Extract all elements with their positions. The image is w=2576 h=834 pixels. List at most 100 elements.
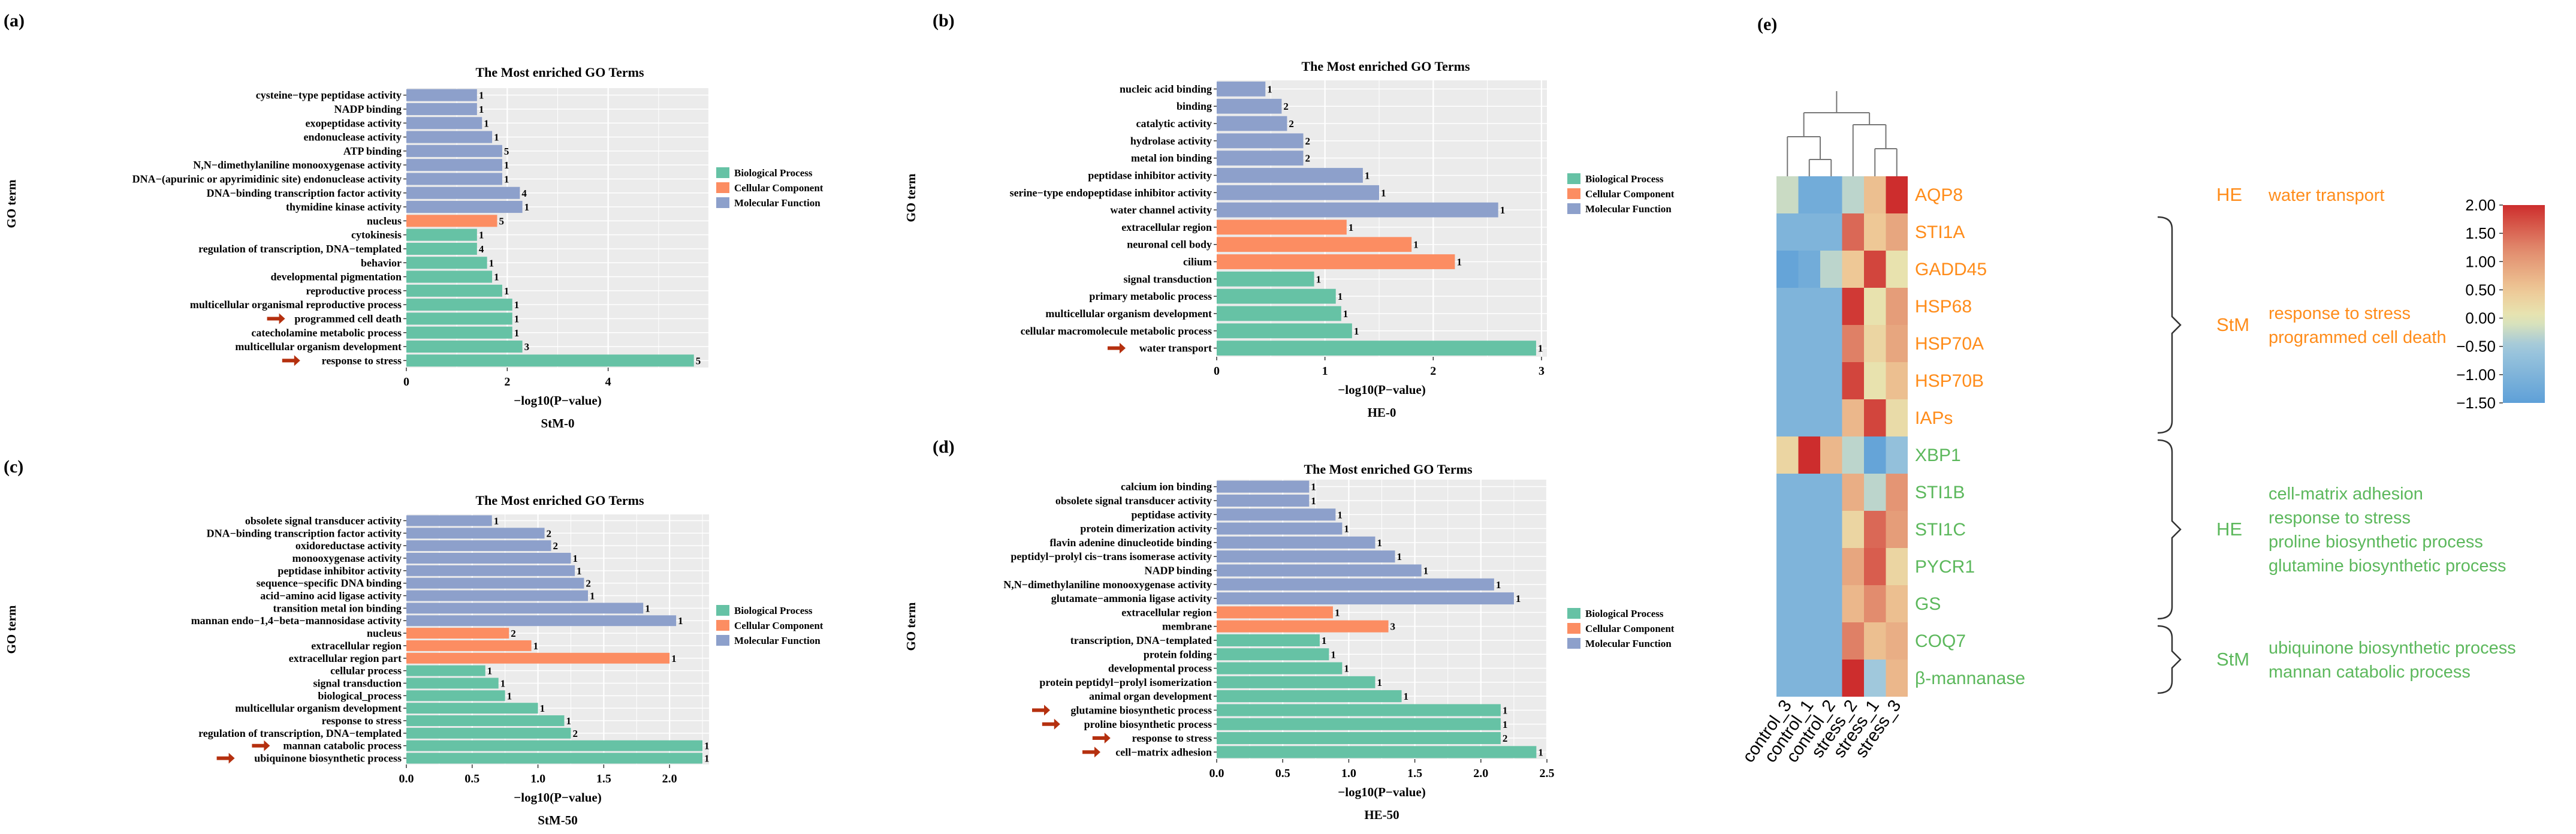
heatmap-row-label: HSP68: [1915, 297, 1972, 317]
heatmap-cell: [1886, 213, 1908, 251]
colorbar-tick-label: −1.00: [2456, 366, 2496, 384]
x-tick-label: 2: [504, 375, 510, 389]
bar-count-label: 1: [504, 173, 509, 185]
term-label: regulation of transcription, DNA−templat…: [198, 243, 402, 255]
arrow-icon: [1032, 704, 1050, 716]
group-bracket: [2157, 625, 2182, 694]
plot-background: [406, 514, 709, 764]
bar-count-label: 5: [696, 355, 701, 366]
heatmap-row-label: IAPs: [1915, 408, 1953, 428]
bar-count-label: 1: [1500, 204, 1506, 216]
legend-swatch: [716, 635, 729, 646]
term-label: glutamine biosynthetic process: [1070, 704, 1212, 716]
heatmap-cell: [1820, 399, 1842, 436]
bar: [406, 215, 497, 227]
group-label: StM: [2216, 649, 2249, 670]
term-label: DNA−binding transcription factor activit…: [207, 187, 402, 199]
legend-label: Biological Process: [1585, 173, 1664, 185]
bar: [1217, 606, 1333, 619]
bar-count-label: 4: [521, 188, 527, 199]
bar: [406, 690, 505, 701]
bar-count-label: 5: [504, 146, 509, 157]
bar: [1217, 219, 1347, 235]
term-label: N,N−dimethylaniline monooxygenase activi…: [193, 159, 402, 171]
heatmap-cell: [1798, 362, 1820, 399]
bar-count-label: 1: [1311, 481, 1316, 493]
bar-count-label: 2: [547, 528, 552, 539]
bar: [1217, 254, 1455, 269]
bar-count-label: 1: [1338, 291, 1343, 302]
bar: [1217, 648, 1329, 661]
annotation-text: water transport: [2268, 186, 2384, 205]
term-label: multicellular organism development: [235, 341, 402, 353]
heatmap-cell: [1798, 213, 1820, 251]
term-label: extracellular region: [1121, 606, 1212, 618]
term-label: cellular macromolecule metabolic process: [1021, 325, 1212, 337]
bar-count-label: 1: [487, 666, 493, 677]
x-tick-label: 0.5: [1275, 767, 1290, 780]
term-label: exopeptidase activity: [306, 117, 402, 129]
bar: [406, 752, 703, 764]
term-label: oxidoreductase activity: [295, 540, 402, 552]
heatmap-cell: [1842, 436, 1864, 474]
heatmap-cell: [1776, 436, 1799, 474]
term-label: calcium ion binding: [1121, 481, 1212, 493]
chart-subtitle: StM-0: [541, 416, 575, 430]
chart-subtitle: HE-0: [1368, 405, 1396, 420]
heatmap-cell: [1886, 660, 1908, 697]
heatmap-cell: [1864, 176, 1886, 213]
bar-count-label: 1: [494, 272, 499, 283]
x-axis-label: −log10(P−value): [514, 393, 601, 408]
heatmap-cell: [1886, 251, 1908, 288]
bar-count-label: 1: [1337, 509, 1343, 520]
heatmap-row-label: STI1B: [1915, 483, 1965, 502]
bar: [1217, 323, 1352, 339]
term-label: primary metabolic process: [1089, 290, 1212, 302]
arrow-icon: [1042, 718, 1060, 730]
heatmap-cell: [1886, 325, 1908, 362]
x-tick-label: 2.5: [1540, 767, 1555, 780]
heatmap-cell: [1776, 474, 1799, 511]
bar-count-label: 1: [1538, 746, 1543, 758]
bar-count-label: 1: [1538, 343, 1543, 354]
bar: [406, 515, 492, 526]
bar: [1217, 578, 1494, 591]
heatmap-cell: [1842, 288, 1864, 325]
bar: [406, 678, 499, 689]
heatmap-cell: [1820, 585, 1842, 622]
bar-count-label: 1: [1354, 326, 1359, 337]
heatmap-cell: [1864, 548, 1886, 585]
annotation-text: glutamine biosynthetic process: [2269, 556, 2506, 576]
bar-count-label: 5: [499, 215, 505, 227]
bar: [406, 89, 477, 101]
bar-count-label: 1: [1456, 257, 1462, 268]
legend-label: Biological Process: [734, 167, 813, 179]
bar-chart-3: (d) The Most enriched GO Terms 1 calcium io…: [904, 437, 1675, 822]
heatmap-cell: [1798, 585, 1820, 622]
bar: [406, 284, 502, 297]
term-label: serine−type endopeptidase inhibitor acti…: [1010, 186, 1212, 198]
term-label: catalytic activity: [1136, 118, 1212, 130]
legend-swatch: [1567, 203, 1580, 214]
term-label: binding: [1177, 100, 1212, 112]
term-label: cytokinesis: [351, 229, 402, 241]
term-label: biological_process: [318, 690, 402, 701]
bar-count-label: 1: [1503, 704, 1508, 716]
bar-count-label: 1: [1381, 187, 1386, 198]
bar: [1217, 202, 1498, 218]
group-label: StM: [2216, 314, 2249, 335]
x-tick-label: 1.0: [530, 772, 545, 785]
bar-count-label: 2: [1503, 733, 1508, 744]
bar-count-label: 1: [1343, 308, 1349, 320]
bar: [406, 577, 584, 589]
colorbar-tick-label: 0.50: [2465, 281, 2496, 299]
bar: [406, 528, 545, 539]
bar: [406, 257, 487, 269]
bar: [1217, 550, 1395, 563]
heatmap-cell: [1842, 474, 1864, 511]
term-label: extracellular region part: [289, 652, 402, 664]
x-axis-label: −log10(P−value): [1338, 785, 1425, 799]
heatmap-row-label: STI1A: [1915, 222, 1965, 242]
y-axis-label: GO term: [4, 179, 19, 228]
arrow-icon: [216, 752, 235, 764]
